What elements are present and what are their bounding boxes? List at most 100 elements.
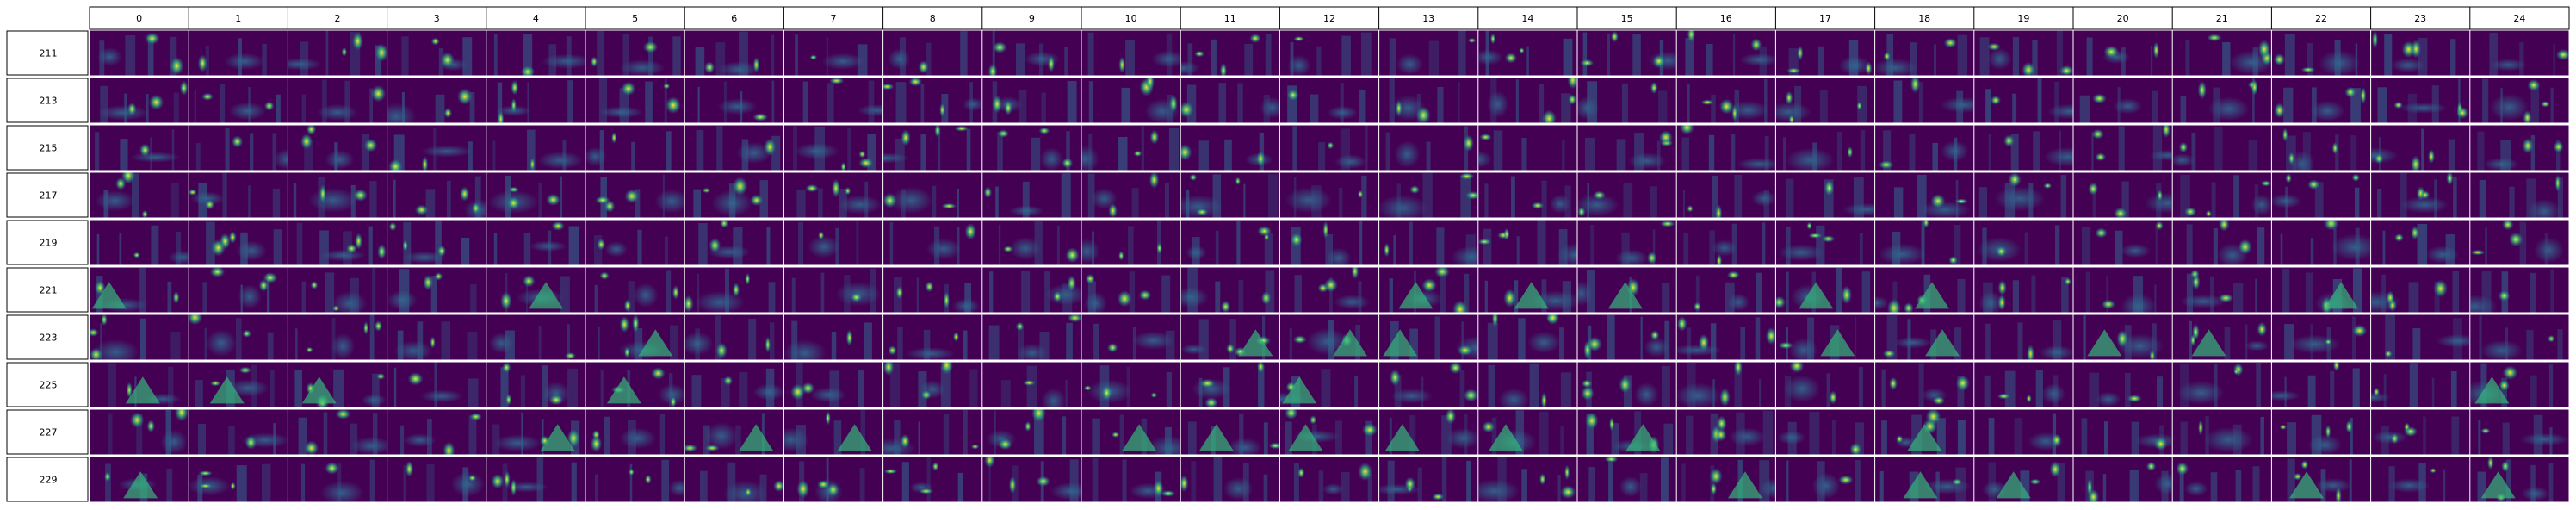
feature-map-thumbnail — [1180, 409, 1279, 455]
column-header: 20 — [2117, 13, 2129, 24]
feature-map-thumbnail — [1577, 30, 1676, 76]
feature-map-thumbnail — [883, 409, 982, 455]
feature-map-thumbnail — [1875, 267, 1974, 313]
feature-map-thumbnail — [1875, 220, 1974, 265]
feature-map-thumbnail — [2371, 314, 2470, 360]
feature-map-thumbnail — [1279, 220, 1379, 265]
feature-map-thumbnail — [883, 172, 982, 218]
feature-map-thumbnail — [883, 314, 982, 360]
feature-map-thumbnail — [90, 220, 189, 265]
row-label: 227 — [40, 427, 58, 438]
feature-map-thumbnail — [2172, 30, 2271, 76]
feature-map-thumbnail — [585, 172, 684, 218]
feature-map-thumbnail — [684, 362, 783, 407]
feature-map-thumbnail — [1974, 409, 2073, 455]
feature-map-thumbnail — [1379, 362, 1478, 407]
column-header: 12 — [1323, 13, 1335, 24]
column-header: 1 — [235, 13, 241, 24]
feature-map-thumbnail — [982, 172, 1081, 218]
column-header: 7 — [831, 13, 837, 24]
feature-map-thumbnail — [1974, 314, 2073, 360]
feature-map-thumbnail — [982, 362, 1081, 407]
feature-map-thumbnail — [2371, 78, 2470, 123]
feature-map-thumbnail — [1577, 314, 1676, 360]
feature-map-thumbnail — [1875, 362, 1974, 407]
feature-map-thumbnail — [387, 30, 486, 76]
feature-map-thumbnail — [982, 409, 1081, 455]
feature-map-thumbnail — [1081, 172, 1180, 218]
feature-map-thumbnail — [90, 30, 189, 76]
feature-map-thumbnail — [387, 314, 486, 360]
feature-map-thumbnail — [2470, 172, 2569, 218]
feature-map-thumbnail — [486, 78, 585, 123]
column-header: 21 — [2216, 13, 2228, 24]
feature-map-thumbnail — [2073, 267, 2172, 313]
feature-map-thumbnail — [1875, 125, 1974, 171]
feature-map-thumbnail — [1379, 78, 1478, 123]
feature-map-thumbnail — [585, 362, 684, 407]
column-header: 11 — [1224, 13, 1236, 24]
feature-map-thumbnail — [1379, 30, 1478, 76]
feature-map-thumbnail — [90, 314, 189, 360]
feature-map-thumbnail — [1279, 457, 1379, 502]
feature-map-thumbnail — [1379, 267, 1478, 313]
feature-map-thumbnail — [387, 267, 486, 313]
feature-map-thumbnail — [585, 409, 684, 455]
feature-map-thumbnail — [1775, 457, 1875, 502]
feature-map-thumbnail — [783, 30, 883, 76]
feature-map-thumbnail — [883, 267, 982, 313]
feature-map-thumbnail — [2073, 78, 2172, 123]
feature-map-thumbnail — [982, 78, 1081, 123]
feature-map-thumbnail — [684, 125, 783, 171]
feature-map-thumbnail — [1775, 362, 1875, 407]
column-header: 10 — [1125, 13, 1137, 24]
feature-map-thumbnail — [1279, 125, 1379, 171]
feature-map-thumbnail — [1676, 78, 1775, 123]
feature-map-thumbnail — [2271, 362, 2371, 407]
feature-map-thumbnail — [288, 267, 387, 313]
feature-map-thumbnail — [585, 314, 684, 360]
feature-map-thumbnail — [387, 362, 486, 407]
column-header: 19 — [2017, 13, 2029, 24]
feature-map-thumbnail — [2073, 362, 2172, 407]
row-label: 215 — [40, 143, 58, 154]
feature-map-thumbnail — [189, 125, 288, 171]
feature-map-thumbnail — [288, 78, 387, 123]
feature-map-thumbnail — [1676, 267, 1775, 313]
feature-map-thumbnail — [1875, 172, 1974, 218]
feature-map-thumbnail — [2470, 267, 2569, 313]
feature-map-thumbnail — [585, 457, 684, 502]
feature-map-thumbnail — [783, 314, 883, 360]
column-header: 0 — [136, 13, 142, 24]
feature-map-thumbnail — [684, 30, 783, 76]
feature-map-thumbnail — [883, 30, 982, 76]
feature-map-thumbnail — [486, 267, 585, 313]
feature-map-thumbnail — [1379, 314, 1478, 360]
feature-map-thumbnail — [1180, 30, 1279, 76]
feature-map-thumbnail — [684, 409, 783, 455]
feature-map-thumbnail — [1875, 457, 1974, 502]
feature-map-thumbnail — [288, 362, 387, 407]
feature-map-thumbnail — [2371, 457, 2470, 502]
feature-map-thumbnail — [288, 30, 387, 76]
feature-map-thumbnail — [1279, 314, 1379, 360]
feature-map-thumbnail — [1081, 30, 1180, 76]
feature-map-thumbnail — [982, 267, 1081, 313]
feature-map-thumbnail — [2271, 409, 2371, 455]
feature-map-thumbnail — [189, 30, 288, 76]
feature-map-thumbnail — [387, 220, 486, 265]
feature-map-thumbnail — [585, 220, 684, 265]
feature-map-thumbnail — [1775, 172, 1875, 218]
feature-map-thumbnail — [883, 125, 982, 171]
column-header: 8 — [930, 13, 936, 24]
feature-map-thumbnail — [1279, 172, 1379, 218]
feature-map-thumbnail — [1577, 172, 1676, 218]
feature-map-thumbnail — [1180, 314, 1279, 360]
feature-map-thumbnail — [783, 409, 883, 455]
column-header: 15 — [1621, 13, 1633, 24]
feature-map-thumbnail — [1974, 172, 2073, 218]
column-header: 22 — [2315, 13, 2327, 24]
feature-map-thumbnail — [883, 457, 982, 502]
feature-map-thumbnail — [1577, 78, 1676, 123]
feature-map-thumbnail — [90, 172, 189, 218]
